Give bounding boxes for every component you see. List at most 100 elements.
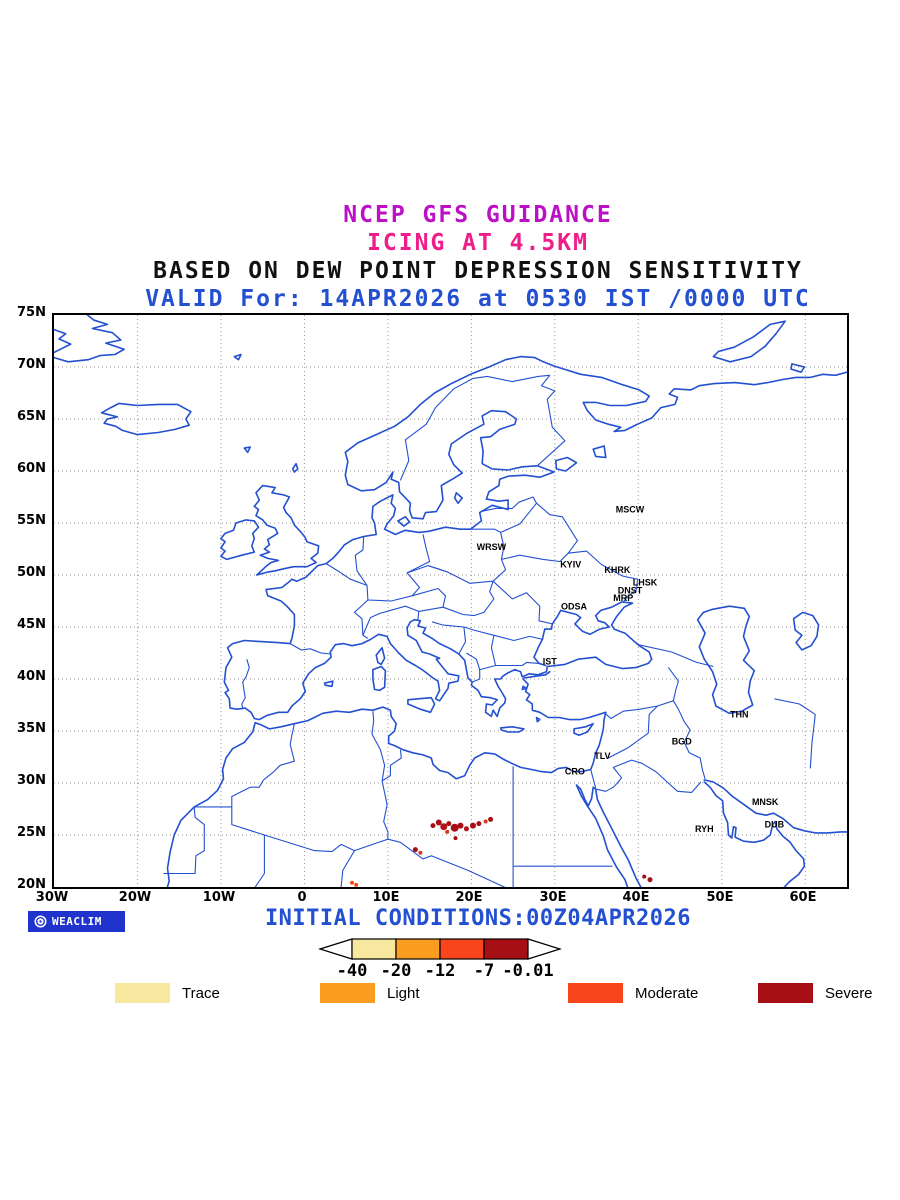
legend-item-light: Light (320, 983, 420, 1003)
city-label: ODSA (561, 601, 588, 611)
island-coastline (696, 605, 756, 715)
lat-tick-label: 75N (17, 305, 46, 320)
legend-label-light: Light (387, 984, 420, 1002)
coastline (575, 784, 642, 887)
country-border (411, 587, 447, 620)
legend-swatch-light (320, 983, 375, 1003)
island-coastline (792, 611, 820, 651)
title-block: NCEP GFS GUIDANCE ICING AT 4.5KM BASED O… (56, 201, 900, 313)
icing-spot (440, 823, 448, 831)
island-coastline (535, 716, 541, 723)
weaclim-logo-badge: WEACLIM (28, 911, 125, 932)
city-label: DUB (765, 820, 785, 830)
coastline (343, 409, 555, 546)
lon-tick-label: 30W (35, 890, 69, 905)
country-border (427, 532, 507, 584)
island-coastline (220, 519, 260, 561)
island-coastline (243, 446, 251, 454)
icing-spot (445, 829, 450, 834)
legend-swatch-moderate (568, 983, 623, 1003)
lat-tick-label: 45N (17, 617, 46, 632)
lon-tick-label: 10E (372, 890, 400, 905)
country-border (340, 850, 355, 887)
city-label: RYH (695, 824, 714, 834)
title-valid-time: VALID For: 14APR2026 at 0530 IST /0000 U… (145, 286, 811, 312)
country-border (479, 661, 540, 671)
colorbar-threshold-label: -0.01 (502, 961, 554, 981)
country-border (809, 714, 816, 769)
country-border (289, 643, 332, 655)
icing-spot (435, 819, 442, 826)
city-label: LHSK (633, 577, 658, 587)
island-coastline (100, 402, 192, 436)
coastline (703, 779, 847, 834)
lat-tick-label: 30N (17, 773, 46, 788)
country-border (367, 534, 431, 602)
country-border (431, 621, 475, 631)
lon-tick-label: 60E (789, 890, 817, 905)
icing-spot (463, 826, 469, 832)
island-coastline (712, 320, 786, 363)
colorbar-threshold-label: -20 (380, 961, 412, 981)
country-border (596, 759, 702, 793)
lon-tick-label: 20E (455, 890, 483, 905)
country-border (677, 708, 706, 779)
title-model: NCEP GFS GUIDANCE (343, 202, 613, 228)
island-coastline (253, 484, 320, 576)
country-border (381, 749, 402, 782)
icing-spot (446, 821, 452, 827)
country-border (354, 536, 368, 586)
colorbar-threshold-label: -40 (336, 961, 368, 981)
island-coastline (521, 685, 528, 691)
country-border (399, 374, 550, 481)
country-border (667, 667, 679, 710)
country-border (254, 835, 265, 887)
city-label: WRSW (477, 542, 507, 552)
country-border (362, 605, 419, 636)
country-border (590, 769, 597, 789)
country-border (608, 705, 658, 759)
legend-swatch-severe (758, 983, 813, 1003)
island-coastline (573, 722, 594, 736)
island-coastline (372, 665, 387, 692)
legend-item-trace: Trace (115, 983, 220, 1003)
country-border (381, 780, 389, 840)
lat-tick-label: 55N (17, 513, 46, 528)
lon-tick-label: 10W (202, 890, 236, 905)
country-border (231, 806, 389, 853)
lat-tick-label: 50N (17, 565, 46, 580)
icing-spot (470, 822, 476, 829)
country-border (241, 659, 250, 709)
icing-spot (476, 821, 482, 827)
country-border (231, 723, 295, 807)
icing-spot (430, 823, 436, 829)
city-label: MRP (613, 593, 633, 603)
island-coastline (592, 445, 607, 459)
legend-label-moderate: Moderate (635, 984, 699, 1002)
coastline (166, 678, 607, 887)
title-product: ICING AT 4.5KM (367, 230, 589, 256)
country-border (490, 635, 497, 666)
country-border (442, 581, 495, 617)
island-coastline (323, 680, 334, 688)
icing-spot (350, 880, 354, 885)
country-border (536, 374, 566, 467)
coastline (523, 670, 551, 679)
colorbar-threshold-label: -7 (473, 961, 495, 981)
country-border (163, 806, 205, 875)
country-border (603, 700, 674, 720)
coastline (703, 781, 806, 887)
title-method: BASED ON DEW POINT DEPRESSION SENSITIVIT… (153, 258, 803, 284)
coastline (575, 784, 629, 887)
country-border (473, 629, 544, 642)
lon-tick-label: 0 (297, 890, 307, 905)
icing-spot (450, 823, 459, 832)
lat-tick-label: 70N (17, 357, 46, 372)
coastline (344, 355, 847, 486)
lon-tick-label: 50E (706, 890, 734, 905)
colorbar-threshold-label: -12 (424, 961, 456, 981)
city-label: IST (543, 656, 558, 666)
lon-tick-label: 30E (539, 890, 567, 905)
